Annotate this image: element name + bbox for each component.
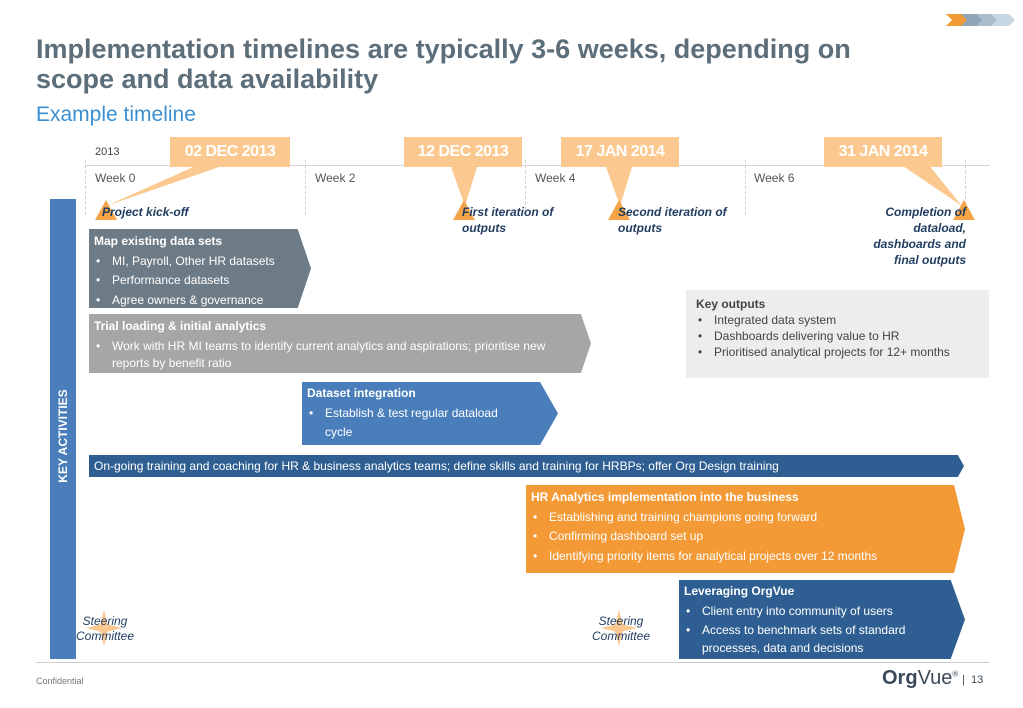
activity-dataset-integration: Dataset integration Establish & test reg… — [302, 382, 558, 445]
logo-mark: ® — [952, 669, 959, 679]
milestone-label: First iteration of outputs — [462, 205, 554, 235]
activity-title: HR Analytics implementation into the bus… — [531, 490, 799, 504]
milestone-label: Completion of dataload, dashboards and f… — [873, 205, 966, 267]
page-title: Implementation timelines are typically 3… — [36, 34, 851, 94]
date-callout: 17 JAN 2014 — [561, 137, 679, 167]
activity-item: Access to benchmark sets of standard pro… — [684, 622, 935, 657]
week-label: Week 2 — [315, 171, 356, 185]
logo-part: Org — [882, 667, 918, 689]
activity-title: Map existing data sets — [94, 234, 223, 248]
key-output-item: Dashboards delivering value to HR — [696, 328, 979, 344]
confidential-label: Confidential — [36, 676, 84, 686]
date-label: 31 JAN 2014 — [838, 143, 928, 160]
activity-title: Dataset integration — [307, 386, 416, 400]
date-callout: 02 DEC 2013 — [170, 137, 290, 167]
week-gridline — [305, 160, 306, 215]
page-number-value: 13 — [970, 674, 984, 686]
activity-title: Leveraging OrgVue — [684, 584, 795, 598]
date-label: 12 DEC 2013 — [417, 143, 509, 160]
activity-map-data-sets: Map existing data sets MI, Payroll, Othe… — [89, 229, 311, 308]
footer-separator: | — [962, 674, 965, 686]
callout-pointer — [106, 164, 228, 206]
key-outputs-box: Key outputs Integrated data system Dashb… — [686, 290, 989, 378]
week-label: Week 6 — [754, 171, 795, 185]
date-label: 17 JAN 2014 — [575, 143, 665, 160]
activity-item: Client entry into community of users — [684, 603, 935, 621]
page-subtitle: Example timeline — [36, 103, 196, 126]
week-label: Week 4 — [535, 171, 576, 185]
activity-item: Auditability and change reporting — [307, 443, 528, 446]
activity-item: Establishing and training champions goin… — [531, 508, 935, 528]
activity-title: Trial loading & initial analytics — [94, 319, 267, 333]
milestone-triangle-icon — [608, 200, 630, 220]
activity-text: On-going training and coaching for HR & … — [94, 459, 779, 473]
callout-pointers — [106, 164, 962, 206]
chevron-decoration-icon — [946, 14, 1015, 28]
milestone-triangle-icon — [453, 200, 475, 220]
timeline-year: 2013 — [95, 146, 120, 158]
activity-item: Work with HR MI teams to identify curren… — [94, 338, 561, 372]
activity-trial-loading: Trial loading & initial analytics Work w… — [89, 314, 591, 373]
activity-item: Establish & test regular dataload cycle — [307, 404, 528, 443]
date-label: 02 DEC 2013 — [184, 143, 276, 160]
milestone-label: Second iteration of outputs — [618, 205, 727, 235]
page-number: | 13 — [962, 674, 983, 686]
timeline-divider — [85, 165, 990, 166]
activity-item: Agree owners & governance — [94, 291, 281, 309]
orgvue-logo: OrgVue® — [882, 667, 958, 690]
activity-item: Performance datasets — [94, 271, 281, 291]
week-gridline — [965, 160, 966, 215]
date-callout: 12 DEC 2013 — [404, 137, 522, 167]
week-gridline — [745, 160, 746, 215]
activity-ongoing-training: On-going training and coaching for HR & … — [89, 455, 964, 477]
activity-item: Identifying priority items for analytica… — [531, 547, 935, 567]
footer-divider — [36, 662, 989, 663]
callout-pointer — [605, 164, 633, 206]
activity-hr-analytics: HR Analytics implementation into the bus… — [526, 485, 965, 573]
week-gridline — [85, 160, 86, 215]
key-activities-label: KEY ACTIVITIES — [56, 389, 70, 483]
logo-part: Vue — [917, 667, 953, 689]
key-outputs-title: Key outputs — [696, 297, 766, 311]
activity-item: Confirming dashboard set up — [531, 527, 935, 547]
milestone-triangle-icon — [953, 200, 975, 220]
activity-item: MI, Payroll, Other HR datasets — [94, 252, 281, 272]
key-output-item: Integrated data system — [696, 312, 979, 328]
activity-leveraging-orgvue: Leveraging OrgVue Client entry into comm… — [679, 580, 965, 659]
steering-committee-label: Steering Committee — [591, 614, 650, 643]
date-callout: 31 JAN 2014 — [824, 137, 942, 167]
week-gridline — [525, 160, 526, 215]
key-output-item: Prioritised analytical projects for 12+ … — [696, 344, 979, 360]
milestone-triangle-icon — [95, 200, 117, 220]
callout-pointer — [450, 164, 478, 206]
key-activities-band: KEY ACTIVITIES — [50, 199, 76, 659]
milestone-label: Project kick-off — [102, 205, 189, 219]
steering-committee-label: Steering Committee — [75, 614, 134, 643]
week-label: Week 0 — [95, 171, 136, 185]
callout-pointer — [900, 164, 962, 206]
